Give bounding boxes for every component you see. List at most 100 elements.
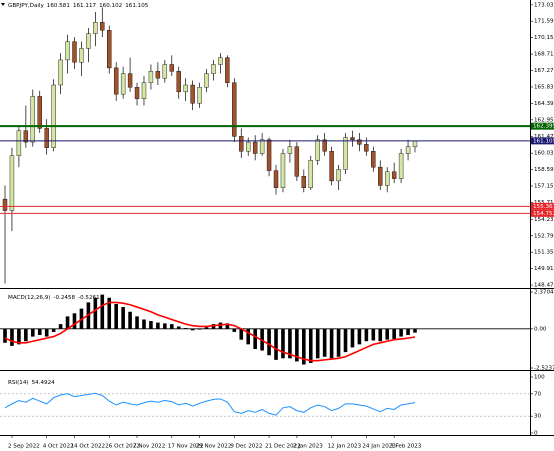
macd-bar xyxy=(17,328,21,345)
x-tick-label: 17 Nov 2022 xyxy=(168,444,204,450)
candle-body xyxy=(16,130,22,156)
macd-bar xyxy=(169,324,174,329)
candle-body xyxy=(273,170,279,188)
y-tick-label: 148.470 xyxy=(534,283,554,289)
x-tick-label: 12 Jan 2023 xyxy=(328,444,362,450)
x-tick-label: 26 Oct 2022 xyxy=(105,444,140,450)
y-tick-label: 164.390 xyxy=(534,101,554,107)
macd-bar xyxy=(288,328,292,359)
y-tick-label: 154.230 xyxy=(534,217,554,223)
candle-body xyxy=(246,141,251,152)
macd-bar xyxy=(225,323,230,329)
macd-bar xyxy=(357,328,362,345)
macd-bar xyxy=(114,303,118,329)
level-price-label: 161.105 xyxy=(533,138,554,144)
candle-body xyxy=(371,151,376,168)
candle-body xyxy=(364,144,369,152)
y-tick-label: 171.590 xyxy=(534,19,554,25)
label-part: 161.105 xyxy=(125,3,149,9)
menu-arrow xyxy=(1,3,5,6)
x-tick-label: 4 Oct 2022 xyxy=(43,444,74,450)
candle-body xyxy=(280,153,286,188)
label-part: 54.4924 xyxy=(32,380,56,386)
candle-body xyxy=(343,137,348,170)
level-price-box xyxy=(531,122,554,130)
x-tick-label: 2 Sep 2022 xyxy=(8,444,40,450)
candle-body xyxy=(58,59,63,86)
y-tick-label: 0.00 xyxy=(534,326,547,332)
label-part: 160.581 xyxy=(47,3,71,9)
indicator-label: MACD(12,26,9) -0.2458 -0.5261 xyxy=(8,295,100,301)
candle-body xyxy=(2,198,8,211)
candle-body xyxy=(141,82,147,99)
macd-bar xyxy=(371,328,376,341)
macd-bar xyxy=(93,297,98,329)
candle-body xyxy=(134,87,140,99)
macd-bar xyxy=(378,328,383,342)
candle-body xyxy=(162,64,168,79)
label-part: RSI(14) xyxy=(8,380,29,386)
macd-bar xyxy=(246,328,251,345)
macd-bar xyxy=(232,328,237,332)
macd-bar xyxy=(163,323,167,329)
candle-body xyxy=(378,166,383,186)
macd-bar xyxy=(399,328,403,337)
indicator-label: RSI(14) 54.4924 xyxy=(8,380,55,386)
candle-body xyxy=(357,139,362,145)
label-part: -0.2458 xyxy=(53,295,75,301)
candle-body xyxy=(204,73,209,88)
macd-bar xyxy=(58,324,63,329)
candle-body xyxy=(322,139,327,152)
macd-bar xyxy=(100,294,105,329)
x-tick-label: 24 Jan 2023 xyxy=(362,444,396,450)
macd-bar xyxy=(204,327,209,329)
macd-bar xyxy=(329,328,334,359)
candle-body xyxy=(197,87,202,104)
candle-body xyxy=(405,146,411,154)
macd-bar xyxy=(183,328,188,329)
y-tick-label: 168.710 xyxy=(534,52,554,58)
level-price-label: 155.367 xyxy=(533,204,554,210)
y-tick-label: 151.350 xyxy=(534,250,554,256)
candle-body xyxy=(287,146,293,154)
candle-body xyxy=(252,141,258,154)
label-part: 160.102 xyxy=(99,3,122,9)
indicator-line xyxy=(4,392,416,416)
macd-bar xyxy=(413,328,417,333)
candle-body xyxy=(398,153,404,179)
macd-bar xyxy=(343,328,348,353)
candle-body xyxy=(93,22,98,34)
y-tick-label: 173.030 xyxy=(534,2,554,8)
y-tick-label: 0 xyxy=(534,431,538,437)
x-tick-label: 3 Feb 2023 xyxy=(390,444,422,450)
macd-bar xyxy=(295,328,299,362)
y-tick-label: 170.150 xyxy=(534,35,554,41)
candle-body xyxy=(211,64,216,74)
candle-body xyxy=(72,41,77,63)
macd-bar xyxy=(281,328,285,359)
candle-body xyxy=(329,151,334,182)
macd-bar xyxy=(107,297,112,329)
label-part: 161.117 xyxy=(73,3,97,9)
macd-bar xyxy=(44,328,49,337)
candle-body xyxy=(37,96,42,129)
macd-bar xyxy=(37,328,42,336)
macd-bar xyxy=(51,328,56,332)
macd-bar xyxy=(24,328,28,342)
candle-body xyxy=(176,71,181,93)
candle-body xyxy=(107,30,112,69)
y-tick-label: 100 xyxy=(534,375,545,381)
macd-bar xyxy=(406,328,410,336)
y-tick-label: 167.270 xyxy=(534,68,554,74)
candle-body xyxy=(30,96,35,143)
candle-body xyxy=(127,73,133,88)
candle-body xyxy=(218,57,223,65)
y-tick-label: 157.150 xyxy=(534,184,554,190)
y-tick-label: -2.5237 xyxy=(534,366,554,372)
candle-body xyxy=(294,146,300,177)
candle-body xyxy=(239,136,244,152)
macd-bar xyxy=(128,311,132,329)
macd-bar xyxy=(364,328,369,342)
macd-bar xyxy=(176,326,181,329)
